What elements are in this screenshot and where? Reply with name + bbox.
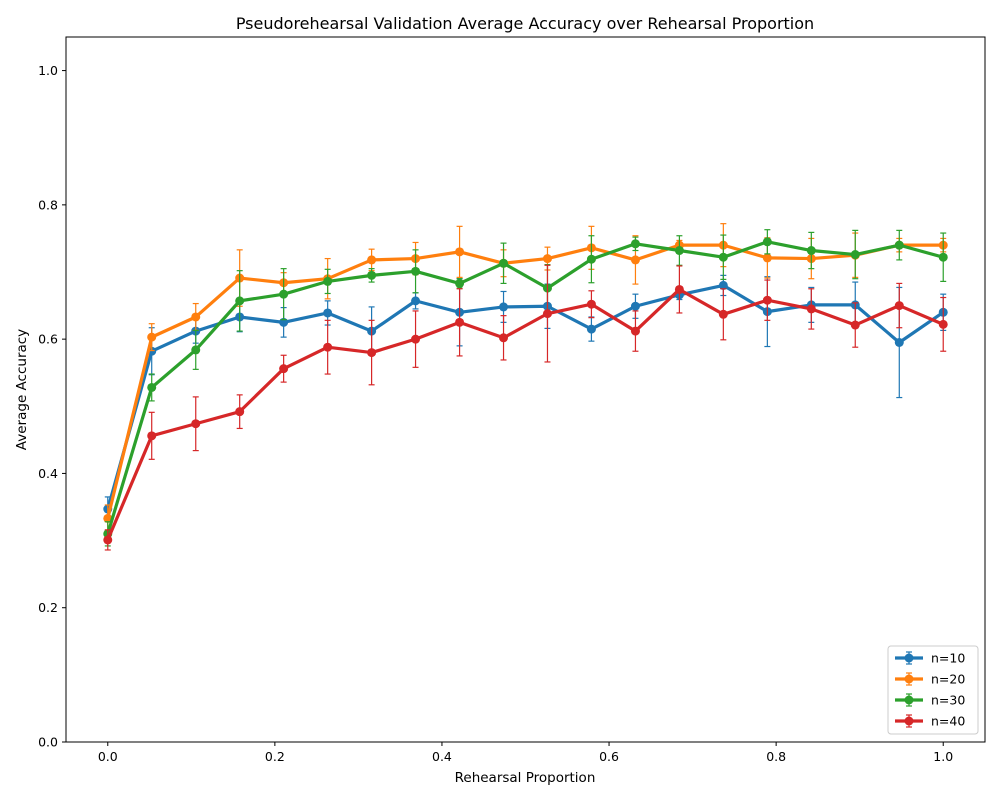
x-tick-label: 0.0 (98, 749, 118, 764)
data-point (367, 348, 377, 358)
data-point (103, 513, 113, 523)
x-tick-label: 0.6 (599, 749, 619, 764)
data-point (718, 309, 728, 319)
x-tick-label: 0.4 (432, 749, 452, 764)
data-point (938, 252, 948, 262)
data-point (586, 299, 596, 309)
data-point (411, 334, 421, 344)
data-point (499, 258, 509, 268)
data-point (894, 301, 904, 311)
data-point (191, 312, 201, 322)
series-n=40 (103, 264, 948, 551)
data-point (630, 326, 640, 336)
legend-swatch-marker (904, 653, 914, 663)
legend-label: n=20 (931, 672, 965, 687)
series-line (106, 287, 944, 541)
legend-label: n=40 (931, 714, 965, 729)
data-point (455, 247, 465, 257)
data-point (411, 266, 421, 276)
series-line (106, 283, 945, 510)
legend-entry: n=10 (895, 651, 965, 666)
data-point (674, 246, 684, 256)
data-point (499, 333, 509, 343)
data-point (718, 252, 728, 262)
x-tick-label: 1.0 (933, 749, 953, 764)
data-point (806, 304, 816, 314)
data-point (894, 338, 904, 347)
series-n=20 (103, 223, 948, 533)
data-point (147, 332, 157, 342)
data-point (542, 309, 552, 319)
y-tick-label: 0.0 (38, 735, 58, 750)
data-point (235, 296, 245, 306)
data-point (323, 308, 333, 318)
legend-swatch-marker (904, 695, 914, 705)
data-point (674, 284, 684, 294)
data-point (279, 289, 289, 299)
data-point (630, 255, 640, 265)
data-point (147, 382, 157, 392)
legend-label: n=10 (931, 651, 965, 666)
data-point (938, 319, 948, 329)
data-point (455, 317, 465, 327)
plot-area (103, 223, 948, 551)
data-point (762, 253, 772, 263)
legend-entry: n=20 (895, 672, 965, 687)
data-point (718, 280, 728, 290)
y-axis-label: Average Accuracy (14, 329, 30, 450)
data-point (279, 364, 289, 374)
x-tick-label: 0.2 (265, 749, 285, 764)
y-tick-label: 0.8 (38, 197, 58, 212)
x-axis: 0.0 0.2 0.4 0.6 0.8 1.0 (98, 742, 953, 764)
series-n=30 (103, 229, 948, 547)
legend-entry: n=40 (895, 714, 965, 729)
data-point (894, 240, 904, 250)
series-line (106, 240, 944, 535)
legend-swatch-marker (904, 674, 914, 684)
legend-entry: n=30 (895, 693, 965, 708)
data-point (367, 255, 377, 265)
data-point (762, 295, 772, 305)
data-point (762, 237, 772, 247)
legend-frame (887, 645, 979, 735)
data-point (191, 345, 201, 355)
data-point (191, 419, 201, 429)
data-point (630, 301, 640, 311)
data-point (806, 246, 816, 256)
x-tick-label: 0.8 (766, 749, 786, 764)
y-tick-label: 0.6 (38, 332, 58, 347)
data-point (850, 320, 860, 330)
y-tick-label: 0.4 (38, 466, 58, 481)
data-point (499, 302, 509, 312)
y-axis: 0.0 0.2 0.4 0.6 0.8 1.0 (38, 63, 66, 750)
y-tick-label: 1.0 (38, 63, 58, 78)
data-point (542, 254, 552, 264)
data-point (411, 296, 421, 306)
legend-label: n=30 (931, 693, 965, 708)
data-point (367, 270, 377, 280)
data-point (455, 278, 465, 288)
data-point (323, 342, 333, 352)
x-axis-label: Rehearsal Proportion (455, 770, 596, 786)
data-point (586, 324, 596, 334)
data-point (235, 407, 245, 417)
chart-title: Pseudorehearsal Validation Average Accur… (236, 14, 814, 33)
data-point (586, 254, 596, 264)
plot-frame (65, 36, 986, 743)
data-point (323, 276, 333, 286)
y-tick-label: 0.2 (38, 600, 58, 615)
legend-swatch-marker (904, 716, 914, 726)
series-line (106, 243, 944, 519)
data-point (103, 535, 113, 545)
legend: n=10 n=20 n=30 n=40 (887, 645, 979, 735)
data-point (850, 250, 860, 260)
data-point (147, 431, 157, 441)
data-point (630, 239, 640, 249)
